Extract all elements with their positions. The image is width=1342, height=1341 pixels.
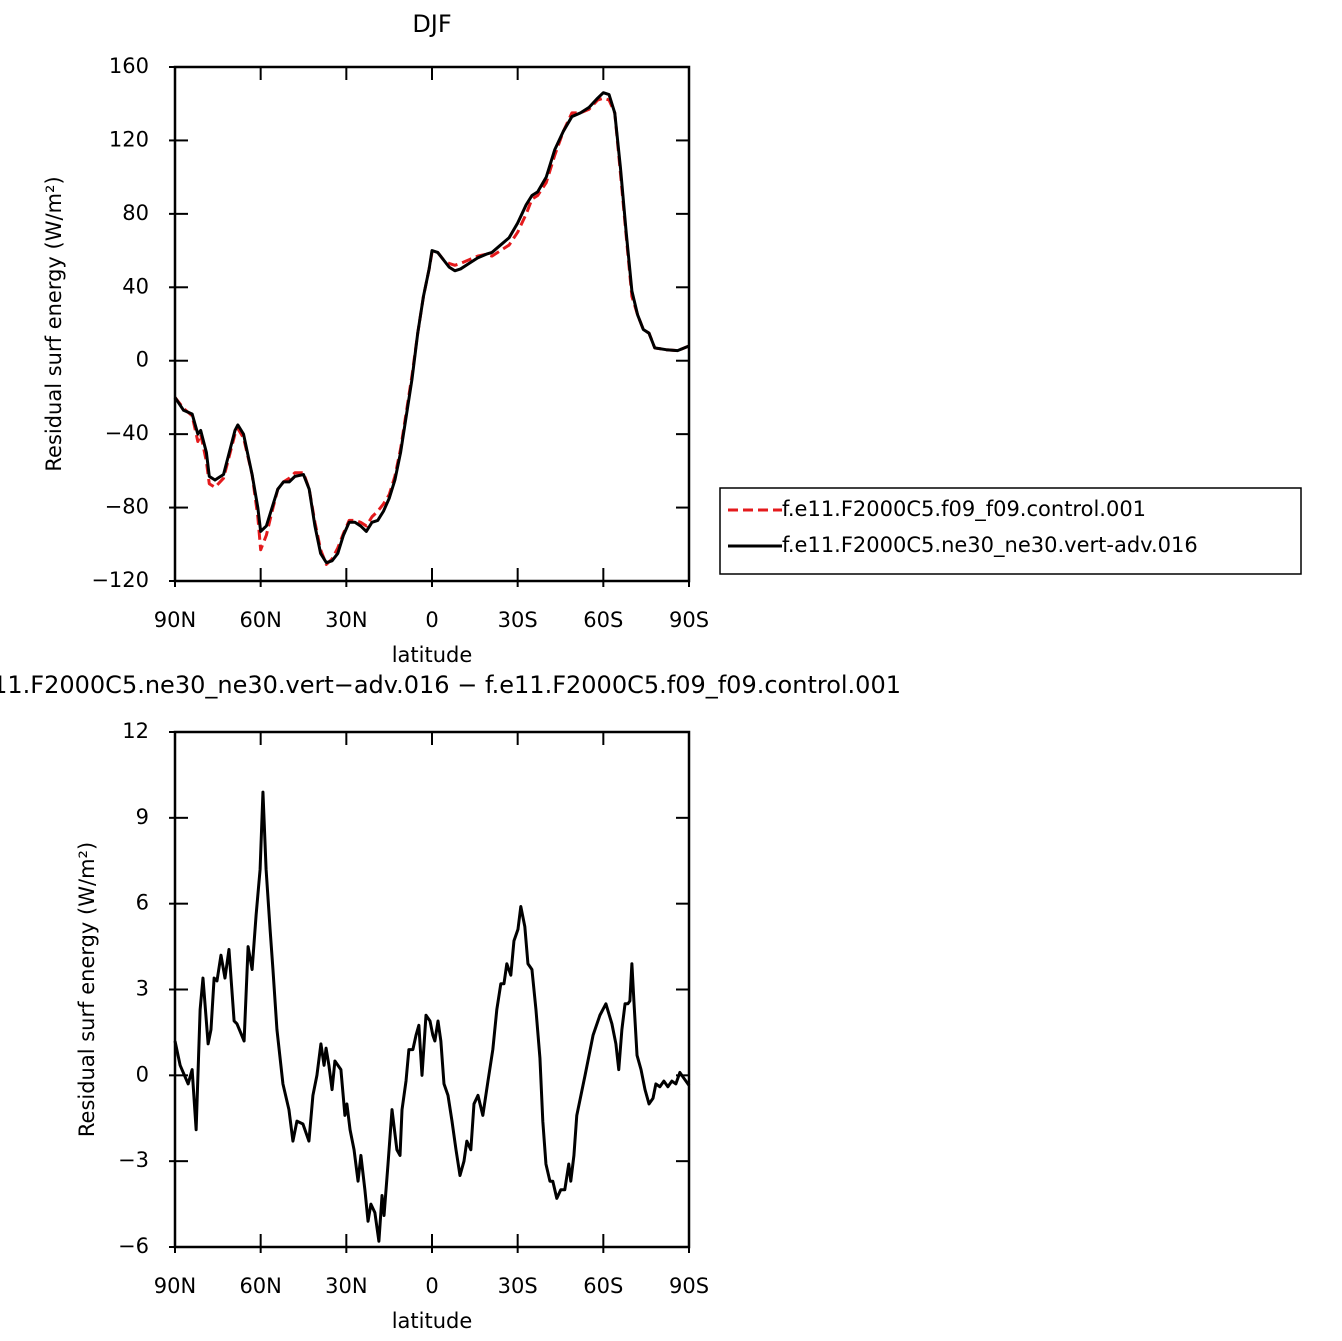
y-tick-label: −80 xyxy=(105,495,149,519)
legend-box xyxy=(719,487,1302,575)
data-line xyxy=(173,96,690,566)
x-tick-label: 60S xyxy=(583,608,623,632)
y-axis-label: Residual surf energy (W/m²) xyxy=(75,842,99,1137)
y-tick-label: 0 xyxy=(136,1062,149,1086)
x-tick-label: 90N xyxy=(154,608,196,632)
y-tick-label: 120 xyxy=(109,127,149,151)
data-line xyxy=(173,790,691,1243)
chart-title: f.e11.F2000C5.ne30_ne30.vert−adv.016 − f… xyxy=(0,671,901,699)
x-tick-label: 90N xyxy=(154,1274,196,1298)
x-tick-label: 60N xyxy=(239,1274,281,1298)
x-tick-label: 30S xyxy=(498,608,538,632)
x-tick-label: 90S xyxy=(669,608,709,632)
y-tick-label: 80 xyxy=(122,201,149,225)
x-tick-label: 90S xyxy=(669,1274,709,1298)
x-tick-label: 60N xyxy=(239,608,281,632)
x-tick-label: 30N xyxy=(325,1274,367,1298)
y-tick-label: 40 xyxy=(122,274,149,298)
plot-frame xyxy=(173,65,691,583)
data-line xyxy=(173,91,690,565)
y-tick-label: −6 xyxy=(118,1234,149,1258)
y-tick-label: 6 xyxy=(136,891,149,915)
legend-label: f.e11.F2000C5.ne30_ne30.vert-adv.016 xyxy=(782,533,1198,558)
y-tick-label: −40 xyxy=(105,421,149,445)
y-tick-label: 12 xyxy=(122,719,149,743)
y-tick-label: 0 xyxy=(136,348,149,372)
x-tick-label: 0 xyxy=(425,608,438,632)
legend-label: f.e11.F2000C5.f09_f09.control.001 xyxy=(782,497,1146,522)
x-tick-label: 0 xyxy=(425,1274,438,1298)
x-tick-label: 30S xyxy=(498,1274,538,1298)
y-tick-label: −3 xyxy=(118,1148,149,1172)
chart-title: DJF xyxy=(412,10,451,38)
x-axis-label: latitude xyxy=(392,643,473,667)
y-tick-label: 3 xyxy=(136,977,149,1001)
y-tick-label: −120 xyxy=(91,568,149,592)
x-tick-label: 60S xyxy=(583,1274,623,1298)
y-tick-label: 160 xyxy=(109,54,149,78)
x-axis-label: latitude xyxy=(392,1309,473,1333)
y-axis-label: Residual surf energy (W/m²) xyxy=(42,176,66,471)
plot-frame xyxy=(173,730,691,1249)
x-tick-label: 30N xyxy=(325,608,367,632)
y-tick-label: 9 xyxy=(136,805,149,829)
